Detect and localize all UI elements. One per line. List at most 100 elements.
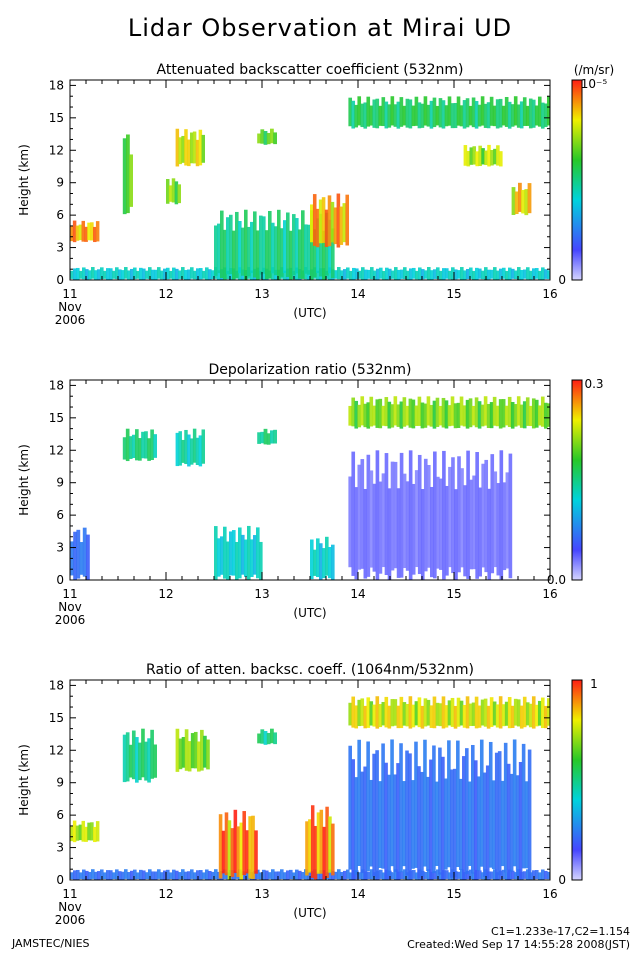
layer-boundary-layer	[334, 270, 338, 279]
layer-high-cirrus	[468, 703, 473, 726]
layer-boundary-layer	[415, 270, 419, 280]
layer-scattered	[393, 774, 397, 873]
layer-boundary-layer	[547, 270, 550, 279]
layer-boundary-layer	[391, 872, 395, 879]
layer-boundary-layer	[490, 269, 494, 279]
layer-scattered	[491, 780, 496, 870]
layer-boundary-layer	[145, 270, 149, 279]
layer-high-cirrus	[438, 98, 443, 128]
layer-boundary-layer	[82, 267, 86, 280]
layer-rain-column	[313, 549, 317, 576]
layer-rain-column	[238, 220, 242, 274]
layer-high-cirrus	[444, 400, 449, 429]
layer-high-cirrus	[408, 696, 413, 729]
layer-rain-column	[325, 536, 329, 576]
layer-rain-column	[316, 812, 321, 874]
layer-high-cirrus	[375, 696, 380, 729]
layer-scattered	[396, 488, 401, 578]
layer-boundary-layer	[88, 871, 92, 880]
layer-high-cirrus	[453, 102, 458, 129]
layer-boundary-layer	[406, 872, 410, 880]
layer-cirrus	[487, 144, 491, 167]
layer-boundary-layer	[517, 267, 521, 280]
layer-high-cirrus	[429, 404, 434, 427]
layer-boundary-layer	[427, 267, 431, 280]
layer-high-cirrus	[507, 101, 512, 129]
layer-rain-column	[304, 224, 308, 274]
layer-aerosol-plume	[312, 194, 317, 246]
layer-high-cirrus	[432, 400, 437, 429]
layer-boundary-layer	[496, 270, 500, 280]
layer-boundary-layer	[130, 268, 134, 280]
layer-boundary-layer	[148, 267, 152, 280]
layer-high-cirrus	[366, 697, 371, 728]
layer-high-cirrus	[492, 396, 497, 426]
y-tick-label: 0	[56, 273, 64, 287]
layer-boundary-layer	[502, 869, 506, 880]
layer-mid-cloud	[524, 189, 529, 216]
x-tick-label: 15	[446, 887, 461, 901]
layer-high-cirrus	[534, 399, 539, 428]
layer-scattered	[375, 450, 380, 580]
y-tick-label: 6	[56, 508, 64, 522]
layer-boundary-layer	[190, 267, 194, 279]
layer-boundary-layer	[511, 268, 515, 279]
layer-high-cirrus	[501, 105, 506, 126]
layer-boundary-layer	[316, 872, 320, 880]
layer-rain-column	[254, 830, 258, 874]
layer-scattered	[426, 464, 431, 568]
layer-high-cirrus	[441, 696, 446, 729]
layer-scattered	[505, 472, 510, 569]
layer-high-cirrus	[360, 103, 365, 128]
layer-cirrus	[260, 129, 265, 144]
layer-boundary-layer	[295, 869, 299, 880]
layer-boundary-layer	[415, 872, 419, 880]
layer-high-cirrus	[432, 97, 437, 128]
layer-scattered	[432, 745, 436, 874]
layer-boundary-layer	[475, 267, 479, 280]
layer-rain-column	[250, 539, 254, 578]
layer-cirrus	[181, 439, 185, 463]
layer-low-cloud	[82, 527, 87, 577]
layer-boundary-layer	[295, 267, 299, 280]
layer-boundary-layer	[136, 872, 140, 879]
y-tick-label: 12	[49, 443, 64, 457]
layer-boundary-layer	[211, 871, 215, 880]
layer-scattered	[487, 488, 492, 580]
layer-high-cirrus	[351, 397, 356, 427]
layer-boundary-layer	[340, 871, 344, 880]
layer-high-cirrus	[516, 104, 521, 128]
layer-rain-column	[328, 547, 332, 579]
layer-high-cirrus	[456, 96, 461, 126]
layer-boundary-layer	[403, 869, 407, 880]
x-axis-label: (UTC)	[293, 306, 326, 320]
layer-high-cirrus	[396, 705, 401, 729]
layer-rain-column	[319, 543, 323, 580]
layer-scattered	[402, 781, 406, 867]
layer-boundary-layer	[277, 871, 281, 880]
layer-boundary-layer	[130, 870, 134, 880]
layer-cirrus	[129, 154, 133, 207]
layer-rain-column	[310, 210, 314, 280]
layer-low-cloud	[87, 222, 91, 241]
layer-boundary-layer	[487, 269, 491, 280]
layer-boundary-layer	[238, 267, 242, 280]
layer-scattered	[439, 478, 443, 570]
layer-cirrus	[496, 145, 500, 166]
layer-boundary-layer	[382, 270, 386, 280]
layer-scattered	[390, 461, 395, 571]
layer-boundary-layer	[169, 872, 173, 879]
layer-scattered	[493, 471, 498, 568]
layer-high-cirrus	[375, 399, 380, 428]
layer-cirrus	[125, 732, 130, 782]
layer-boundary-layer	[250, 270, 254, 280]
layer-high-cirrus	[354, 400, 359, 429]
layer-boundary-layer	[457, 871, 461, 879]
layer-low-cloud	[95, 221, 100, 242]
layer-high-cirrus	[417, 102, 422, 129]
layer-boundary-layer	[499, 268, 503, 280]
layer-boundary-layer	[259, 270, 263, 280]
layer-low-cloud	[73, 531, 77, 580]
layer-boundary-layer	[178, 270, 182, 279]
layer-scattered	[435, 781, 439, 866]
